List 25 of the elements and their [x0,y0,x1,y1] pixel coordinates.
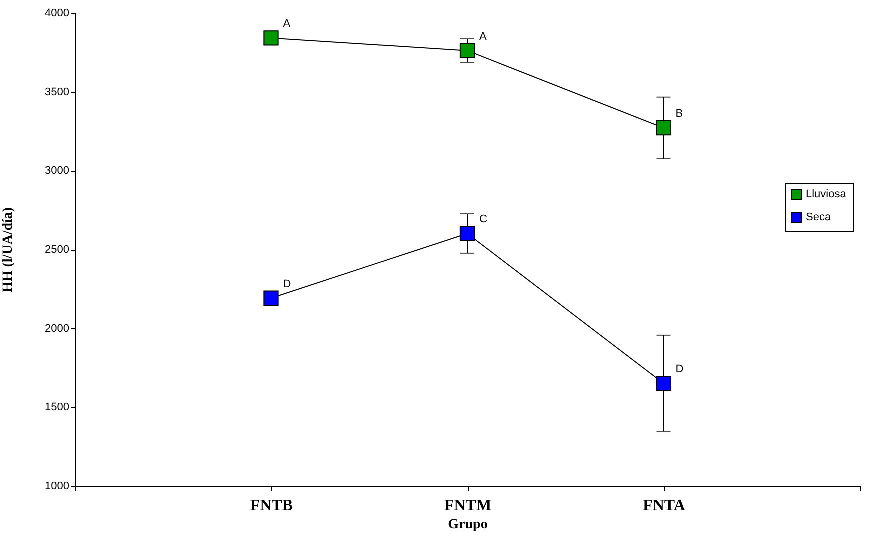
y-tick-label: 4000 [45,8,70,20]
point [460,43,476,58]
y-tick-label: 2500 [45,244,70,256]
legend-label: Lluviosa [806,188,848,200]
point [264,30,279,46]
point [460,226,476,242]
point [656,120,672,136]
legend-label: Seca [806,212,832,224]
y-tick-label: 1000 [45,480,70,492]
annotation: D [676,364,684,376]
y-axis-title: HH (l/UA/día) [1,207,16,293]
x-tick-label: FNTA [643,498,686,514]
y-tick-label: 1500 [45,402,70,414]
annotation: B [676,108,684,120]
y-tick-label: 3000 [45,165,70,178]
y-tick-label: 2000 [45,322,70,335]
annotation: A [480,30,488,43]
annotation: A [283,18,292,30]
annotation: C [480,214,488,226]
point [264,290,279,306]
x-tick-label: FNTB [250,498,294,514]
point [656,376,672,392]
annotation: D [283,278,292,290]
y-tick-label: 3500 [45,86,70,98]
x-tick-label: FNTM [444,498,492,514]
